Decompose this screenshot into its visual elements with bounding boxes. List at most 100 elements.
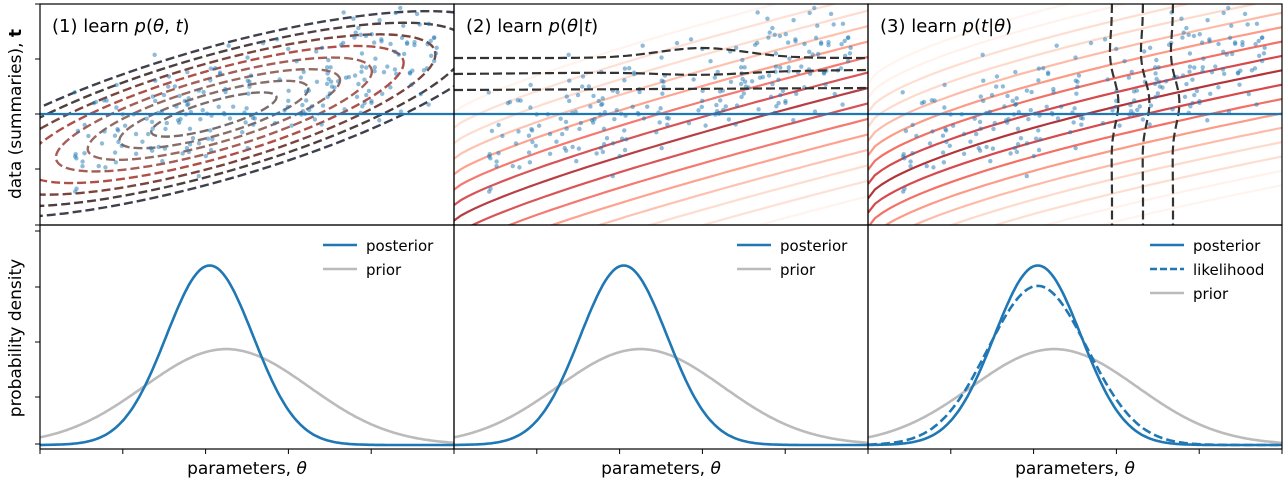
sample-point [324,81,330,87]
sample-point [728,79,734,84]
sample-point [286,98,291,104]
sample-point [325,94,330,100]
sample-point [659,55,664,60]
sample-point [529,128,535,133]
sample-point [547,151,553,156]
sample-point [1209,69,1215,75]
sample-point [1170,107,1175,112]
sample-point [1246,91,1251,97]
sample-point [1005,120,1010,125]
sample-point [160,158,165,164]
sample-point [742,79,748,84]
sample-point [547,131,553,137]
sample-point [353,30,358,35]
sample-point [74,186,79,191]
sample-point [426,102,431,107]
sample-point [156,144,161,150]
sample-point [617,153,623,159]
sample-point [1254,21,1260,27]
sample-point [1075,84,1080,89]
sample-point [756,107,761,112]
sample-point [1163,79,1169,84]
sample-point [526,133,532,138]
sample-point [842,38,847,44]
sample-point [487,152,492,157]
bottom-axes-frame [453,224,869,450]
sample-point [1147,45,1153,51]
sample-point [342,107,347,112]
sample-point [140,139,145,144]
sample-point [198,116,203,122]
sample-point [1226,109,1232,114]
sample-point [1182,94,1188,100]
sample-point [1071,120,1076,125]
sample-point [1055,116,1061,121]
sample-point [1014,149,1020,155]
sample-point [426,21,432,27]
sample-point [1072,106,1077,111]
sample-point [1026,116,1031,122]
sample-point [726,117,732,122]
sample-point [757,75,763,80]
sample-point [591,93,596,99]
legend-2: posterior prior [737,237,848,279]
sample-point [1254,102,1259,107]
sample-point [619,136,625,141]
sample-point [978,126,983,131]
sample-point [990,146,996,151]
joint-contour [118,79,310,150]
sample-point [369,100,374,105]
sample-point [319,45,325,51]
likelihood-contour [868,69,1282,200]
sample-point [1028,107,1033,113]
sample-point [286,46,291,52]
sample-point [924,163,929,169]
sample-point [708,58,713,64]
bottom-ylabel: probability density [6,259,26,417]
axes-frames [39,3,1283,450]
sample-point [286,88,291,94]
sample-point [1033,136,1039,141]
sample-point [1201,56,1206,61]
joint-panel-plot [40,5,454,220]
sample-point [631,71,637,77]
sample-point [558,116,563,121]
legend-3-prior-label: prior [1193,285,1229,303]
sample-point [1100,121,1106,126]
legend-1-prior-label: prior [366,261,402,279]
sample-point [248,73,254,78]
sample-point [364,65,369,70]
sample-point [564,94,569,99]
sample-point [828,11,834,17]
legend-1: posterior prior [323,237,434,279]
sample-point [343,75,349,80]
sample-point [488,156,493,161]
sample-point [577,126,582,132]
sample-point [260,40,266,46]
sample-point [251,122,256,127]
sample-point [184,145,190,151]
sample-point [566,52,571,58]
sample-point [119,143,124,148]
sample-point [902,186,907,191]
sample-point [914,133,919,139]
sample-point [823,82,828,87]
sample-point [738,81,744,87]
sample-point [665,122,670,127]
sample-point [807,10,812,16]
likelihood-contour [868,83,1282,214]
sample-point [640,43,645,48]
bottom-axes-frame [39,224,455,450]
sample-point [152,52,157,58]
sample-point [528,105,533,110]
sample-point [580,74,586,79]
sample-point [1122,58,1127,64]
sample-point [245,145,250,151]
sample-point [574,158,579,164]
sample-point [82,151,87,156]
sample-point [185,69,190,75]
sample-point [527,160,533,165]
sample-point [1200,65,1205,70]
sample-point [810,52,815,57]
sample-point [733,122,738,127]
